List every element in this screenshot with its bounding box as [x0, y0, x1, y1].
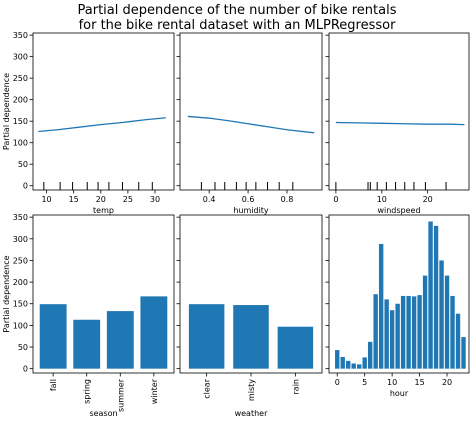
- bar-fall: [39, 304, 67, 369]
- bar-hour-16: [422, 275, 428, 369]
- bar-hour-17: [428, 221, 433, 369]
- x-axis-label: weather: [235, 409, 268, 418]
- axes-frame: [179, 214, 323, 374]
- bar-hour-5: [362, 357, 367, 369]
- y-axis-label: Partial dependence: [2, 73, 11, 150]
- y-axis-label: Partial dependence: [2, 255, 11, 332]
- y-tick-label-350: 350: [13, 31, 28, 40]
- bar-hour-13: [406, 295, 411, 369]
- y-tick-label-300: 300: [13, 235, 28, 244]
- x-tick-label-15: 15: [69, 195, 79, 204]
- pd-line-humidity: [187, 115, 315, 134]
- y-tick-label-300: 300: [13, 53, 28, 62]
- y-tick-label-250: 250: [13, 74, 28, 83]
- bar-hour-7: [373, 294, 378, 369]
- bar-hour-22: [455, 313, 461, 369]
- y-tick-label-250: 250: [13, 256, 28, 265]
- x-axis-label: temp: [93, 206, 114, 215]
- x-tick-label-0: 0: [335, 378, 340, 387]
- x-tick-label-0.4: 0.4: [203, 195, 216, 204]
- bar-hour-18: [433, 225, 439, 369]
- x-tick-label-20: 20: [423, 195, 433, 204]
- y-tick-label-200: 200: [13, 96, 28, 105]
- bar-hour-6: [367, 341, 373, 369]
- chart-panel-2: 0.4 0.6 0.8 humidity: [176, 32, 323, 215]
- pd-line-temp: [38, 117, 166, 133]
- x-tick-label-misty: misty: [247, 379, 256, 401]
- x-tick-label-10: 10: [377, 195, 387, 204]
- x-tick-label-summer: summer: [116, 378, 125, 412]
- x-axis-label: humidity: [233, 206, 269, 215]
- x-tick-label-spring: spring: [83, 379, 92, 404]
- figure-title-line1: Partial dependence of the number of bike…: [78, 3, 397, 18]
- bar-hour-9: [384, 299, 389, 369]
- bar-hour-23: [461, 337, 466, 369]
- axes-frame: [32, 32, 175, 191]
- bar-hour-21: [450, 295, 455, 369]
- chart-panel-4: fall spring summer winter 0 50 100 150 200 250 300…: [2, 213, 175, 418]
- y-tick-label-50: 50: [18, 343, 28, 352]
- x-tick-label-0.6: 0.6: [242, 195, 255, 204]
- y-tick-label-200: 200: [13, 278, 28, 287]
- y-tick-label-350: 350: [13, 213, 28, 222]
- bar-hour-14: [411, 296, 417, 369]
- bar-summer: [106, 311, 134, 369]
- x-tick-label-5: 5: [362, 378, 367, 387]
- chart-panel-6: 0 5 10 15 20 hour: [325, 214, 470, 398]
- x-tick-label-10: 10: [41, 195, 51, 204]
- y-tick-label-100: 100: [13, 139, 28, 148]
- bar-hour-2: [346, 360, 351, 369]
- bar-hour-1: [340, 356, 345, 369]
- figure-title-line2: for the bike rental dataset with an MLPR…: [79, 18, 397, 33]
- y-tick-label-0: 0: [23, 365, 28, 374]
- x-axis-label: season: [89, 409, 117, 418]
- x-tick-label-0.8: 0.8: [281, 195, 294, 204]
- bar-rain: [277, 326, 314, 369]
- x-tick-label-rain: rain: [291, 379, 300, 394]
- x-tick-label-20: 20: [96, 195, 106, 204]
- bar-hour-4: [357, 364, 362, 369]
- bar-winter: [140, 296, 168, 369]
- x-tick-label-10: 10: [387, 378, 397, 387]
- bar-hour-11: [395, 303, 400, 369]
- x-tick-label-winter: winter: [150, 378, 159, 404]
- chart-panel-1: 10 15 20 25 30050100150200250300350tempParti…: [2, 31, 175, 215]
- x-tick-label-30: 30: [150, 195, 160, 204]
- bar-hour-8: [378, 244, 384, 369]
- y-tick-label-0: 0: [23, 182, 28, 191]
- bar-hour-0: [335, 350, 340, 369]
- y-tick-label-50: 50: [18, 160, 28, 169]
- bar-hour-12: [400, 295, 406, 369]
- bar-hour-15: [417, 295, 422, 369]
- bar-hour-3: [351, 363, 356, 369]
- bar-hour-20: [444, 275, 450, 369]
- axes-frame: [328, 214, 470, 374]
- x-tick-label-fall: fall: [49, 379, 58, 391]
- x-axis-label: hour: [390, 389, 409, 398]
- x-tick-label-20: 20: [442, 378, 452, 387]
- axes-frame: [179, 32, 323, 191]
- panels: 10 15 20 25 30050100150200250300350tempParti…: [2, 31, 470, 418]
- x-tick-label-clear: clear: [203, 378, 212, 398]
- axes-frame: [32, 214, 175, 374]
- pd-line-windspeed: [335, 121, 465, 126]
- bar-hour-10: [389, 310, 395, 369]
- x-tick-label-15: 15: [414, 378, 424, 387]
- y-tick-label-150: 150: [13, 117, 28, 126]
- bar-misty: [233, 305, 269, 369]
- x-tick-label-25: 25: [123, 195, 133, 204]
- chart-panel-5: clear misty rain weather: [176, 214, 323, 418]
- axes-frame: [328, 32, 470, 191]
- x-tick-label-0: 0: [333, 195, 338, 204]
- bar-spring: [73, 319, 101, 369]
- y-tick-label-150: 150: [13, 300, 28, 309]
- bar-clear: [188, 304, 225, 369]
- y-tick-label-100: 100: [13, 321, 28, 330]
- bar-hour-19: [439, 260, 444, 369]
- x-axis-label: windspeed: [377, 206, 420, 215]
